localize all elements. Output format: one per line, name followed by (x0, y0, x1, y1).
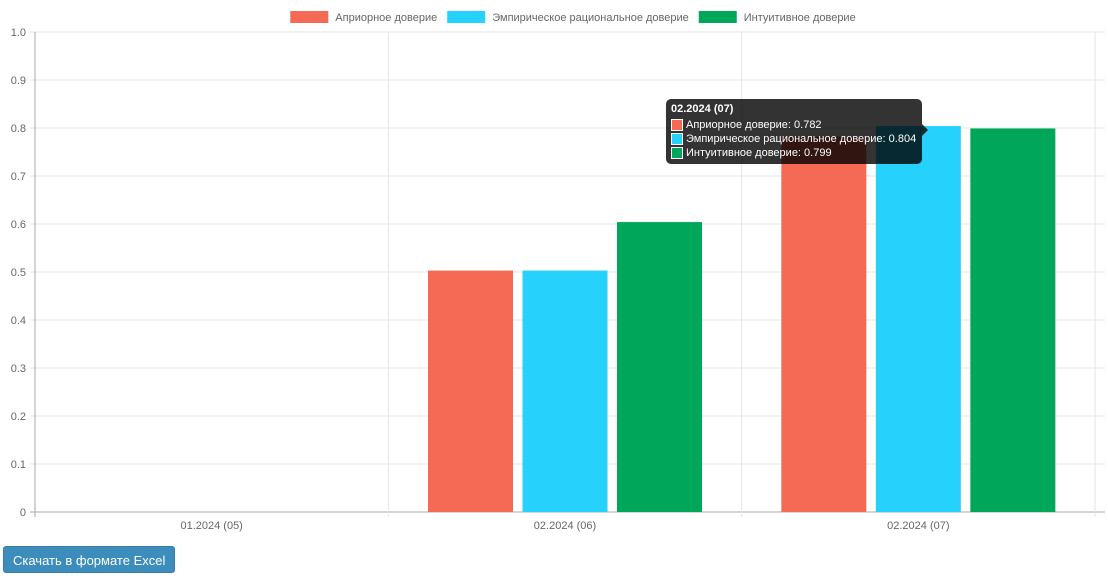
bar (617, 222, 702, 512)
y-tick-label: 0.8 (11, 123, 26, 135)
legend-label: Априорное доверие (335, 12, 437, 24)
y-tick-label: 0.7 (11, 171, 26, 183)
tooltip-swatch (671, 119, 683, 131)
bar (781, 136, 867, 512)
legend-swatch (447, 11, 486, 23)
x-tick-label: 02.2024 (07) (887, 520, 949, 532)
y-tick-label: 0 (20, 507, 26, 519)
legend-label: Эмпирическое рациональное доверие (492, 12, 689, 24)
y-tick-label: 0.6 (11, 219, 26, 231)
bar (428, 270, 513, 512)
tooltip-swatch (671, 133, 683, 145)
tooltip-swatch (671, 147, 683, 159)
tooltip-title: 02.2024 (07) (671, 103, 734, 115)
bar (970, 128, 1056, 513)
bar (522, 270, 608, 512)
bar (875, 126, 961, 512)
y-tick-label: 0.5 (11, 267, 26, 279)
x-tick-label: 01.2024 (05) (180, 520, 242, 532)
y-tick-label: 0.3 (11, 363, 26, 375)
tooltip: 02.2024 (07) Априорное доверие: 0.782 Эм… (666, 99, 929, 164)
tooltip-line: Эмпирическое рациональное доверие: 0.804 (686, 133, 917, 145)
y-tick-label: 0.1 (11, 459, 26, 471)
bar-chart: 0 0.1 0.2 0.3 0.4 0.5 0.6 0.7 0.8 0.9 1.0 01.2024 (… (11, 11, 1105, 532)
tooltip-line: Интуитивное доверие: 0.799 (686, 147, 832, 159)
y-tick-label: 1.0 (11, 27, 26, 39)
download-excel-button[interactable]: Скачать в формате Excel (3, 546, 176, 573)
y-tick-label: 0.2 (11, 411, 26, 423)
legend-swatch (698, 11, 737, 23)
legend-label: Интуитивное доверие (744, 12, 856, 24)
y-tick-label: 0.9 (11, 75, 26, 87)
tooltip-line: Априорное доверие: 0.782 (686, 119, 822, 131)
legend-swatch (290, 11, 329, 23)
y-tick-label: 0.4 (11, 315, 26, 327)
x-tick-label: 02.2024 (06) (534, 520, 596, 532)
